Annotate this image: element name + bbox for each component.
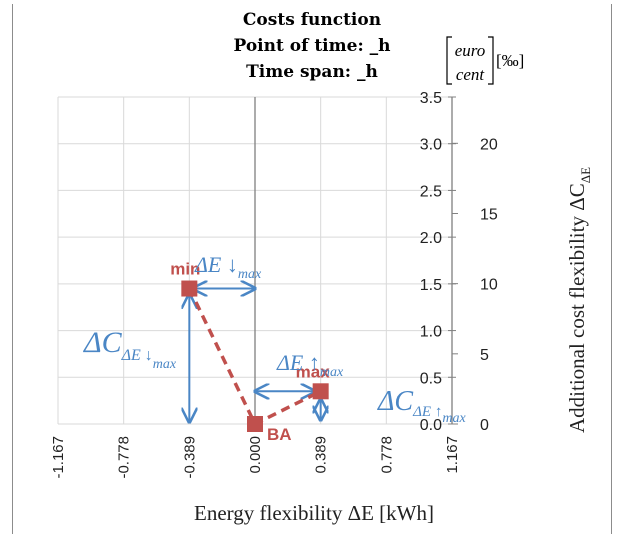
point-label-ba: BA — [267, 425, 292, 444]
y-tick-labels-right: 0 5 10 15 20 — [480, 136, 498, 434]
unit-top: euro — [455, 41, 486, 60]
x-tick-label: 1.167 — [444, 436, 461, 474]
y-axis-label-right: Additional cost flexibility ΔCΔE — [565, 167, 593, 433]
y-tick-label-left: 2.0 — [420, 230, 442, 247]
point-label-max: max — [296, 362, 331, 381]
chart-title-line-2: Point of time: _h — [234, 36, 391, 56]
annotation-dE-down: ΔE ↓max — [194, 252, 262, 282]
flexibility-arrows — [189, 289, 320, 422]
unit-bottom: cent — [456, 65, 486, 84]
cost-series: min BA max — [170, 260, 330, 444]
annotation-dC-up: ΔCΔE ↑max — [377, 386, 466, 426]
y-tick-labels-left: 0.0 0.5 1.0 1.5 2.0 2.5 3.0 3.5 — [420, 90, 442, 434]
annotation-dE-up: ΔE ↑max — [276, 350, 344, 380]
data-point-ba — [247, 416, 263, 432]
y-tick-label-right: 15 — [480, 206, 498, 223]
y-tick-label-right: 5 — [480, 347, 489, 364]
y-tick-label-left: 0.0 — [420, 417, 442, 434]
data-point-min — [181, 280, 198, 297]
x-tick-label: 0.000 — [247, 436, 264, 474]
chart-frame — [12, 4, 612, 534]
x-tick-label: -1.167 — [50, 436, 67, 479]
x-tick-labels: -1.167 -0.778 -0.389 0.000 0.389 0.778 1.167 — [50, 436, 461, 479]
x-tick-label: -0.778 — [116, 436, 133, 479]
y-tick-label-left: 1.5 — [420, 277, 442, 294]
chart-title-line-1: Costs function — [243, 10, 381, 30]
y-tick-label-left: 1.0 — [420, 324, 442, 341]
y-tick-label-right: 0 — [480, 417, 489, 434]
x-tick-label: 0.778 — [378, 436, 395, 474]
axes — [254, 96, 458, 425]
y-tick-label-left: 3.5 — [420, 90, 442, 107]
x-tick-label: -0.389 — [181, 436, 198, 479]
point-label-min: min — [170, 260, 200, 279]
unit-permille: [‰] — [496, 51, 524, 70]
x-tick-label: 0.389 — [313, 436, 330, 474]
y-tick-label-left: 2.5 — [420, 183, 442, 200]
unit-label: euro cent [‰] — [446, 36, 524, 85]
y-tick-label-right: 20 — [480, 136, 498, 153]
y-tick-label-right: 10 — [480, 277, 498, 294]
x-axis-label: Energy flexibility ΔE [kWh] — [194, 501, 434, 525]
data-point-max — [312, 383, 329, 400]
y-tick-label-left: 0.5 — [420, 370, 442, 387]
chart-title-line-3: Time span: _h — [246, 62, 378, 82]
y-tick-label-left: 3.0 — [420, 137, 442, 154]
annotation-dC-down: ΔCΔE ↓max — [83, 326, 177, 372]
